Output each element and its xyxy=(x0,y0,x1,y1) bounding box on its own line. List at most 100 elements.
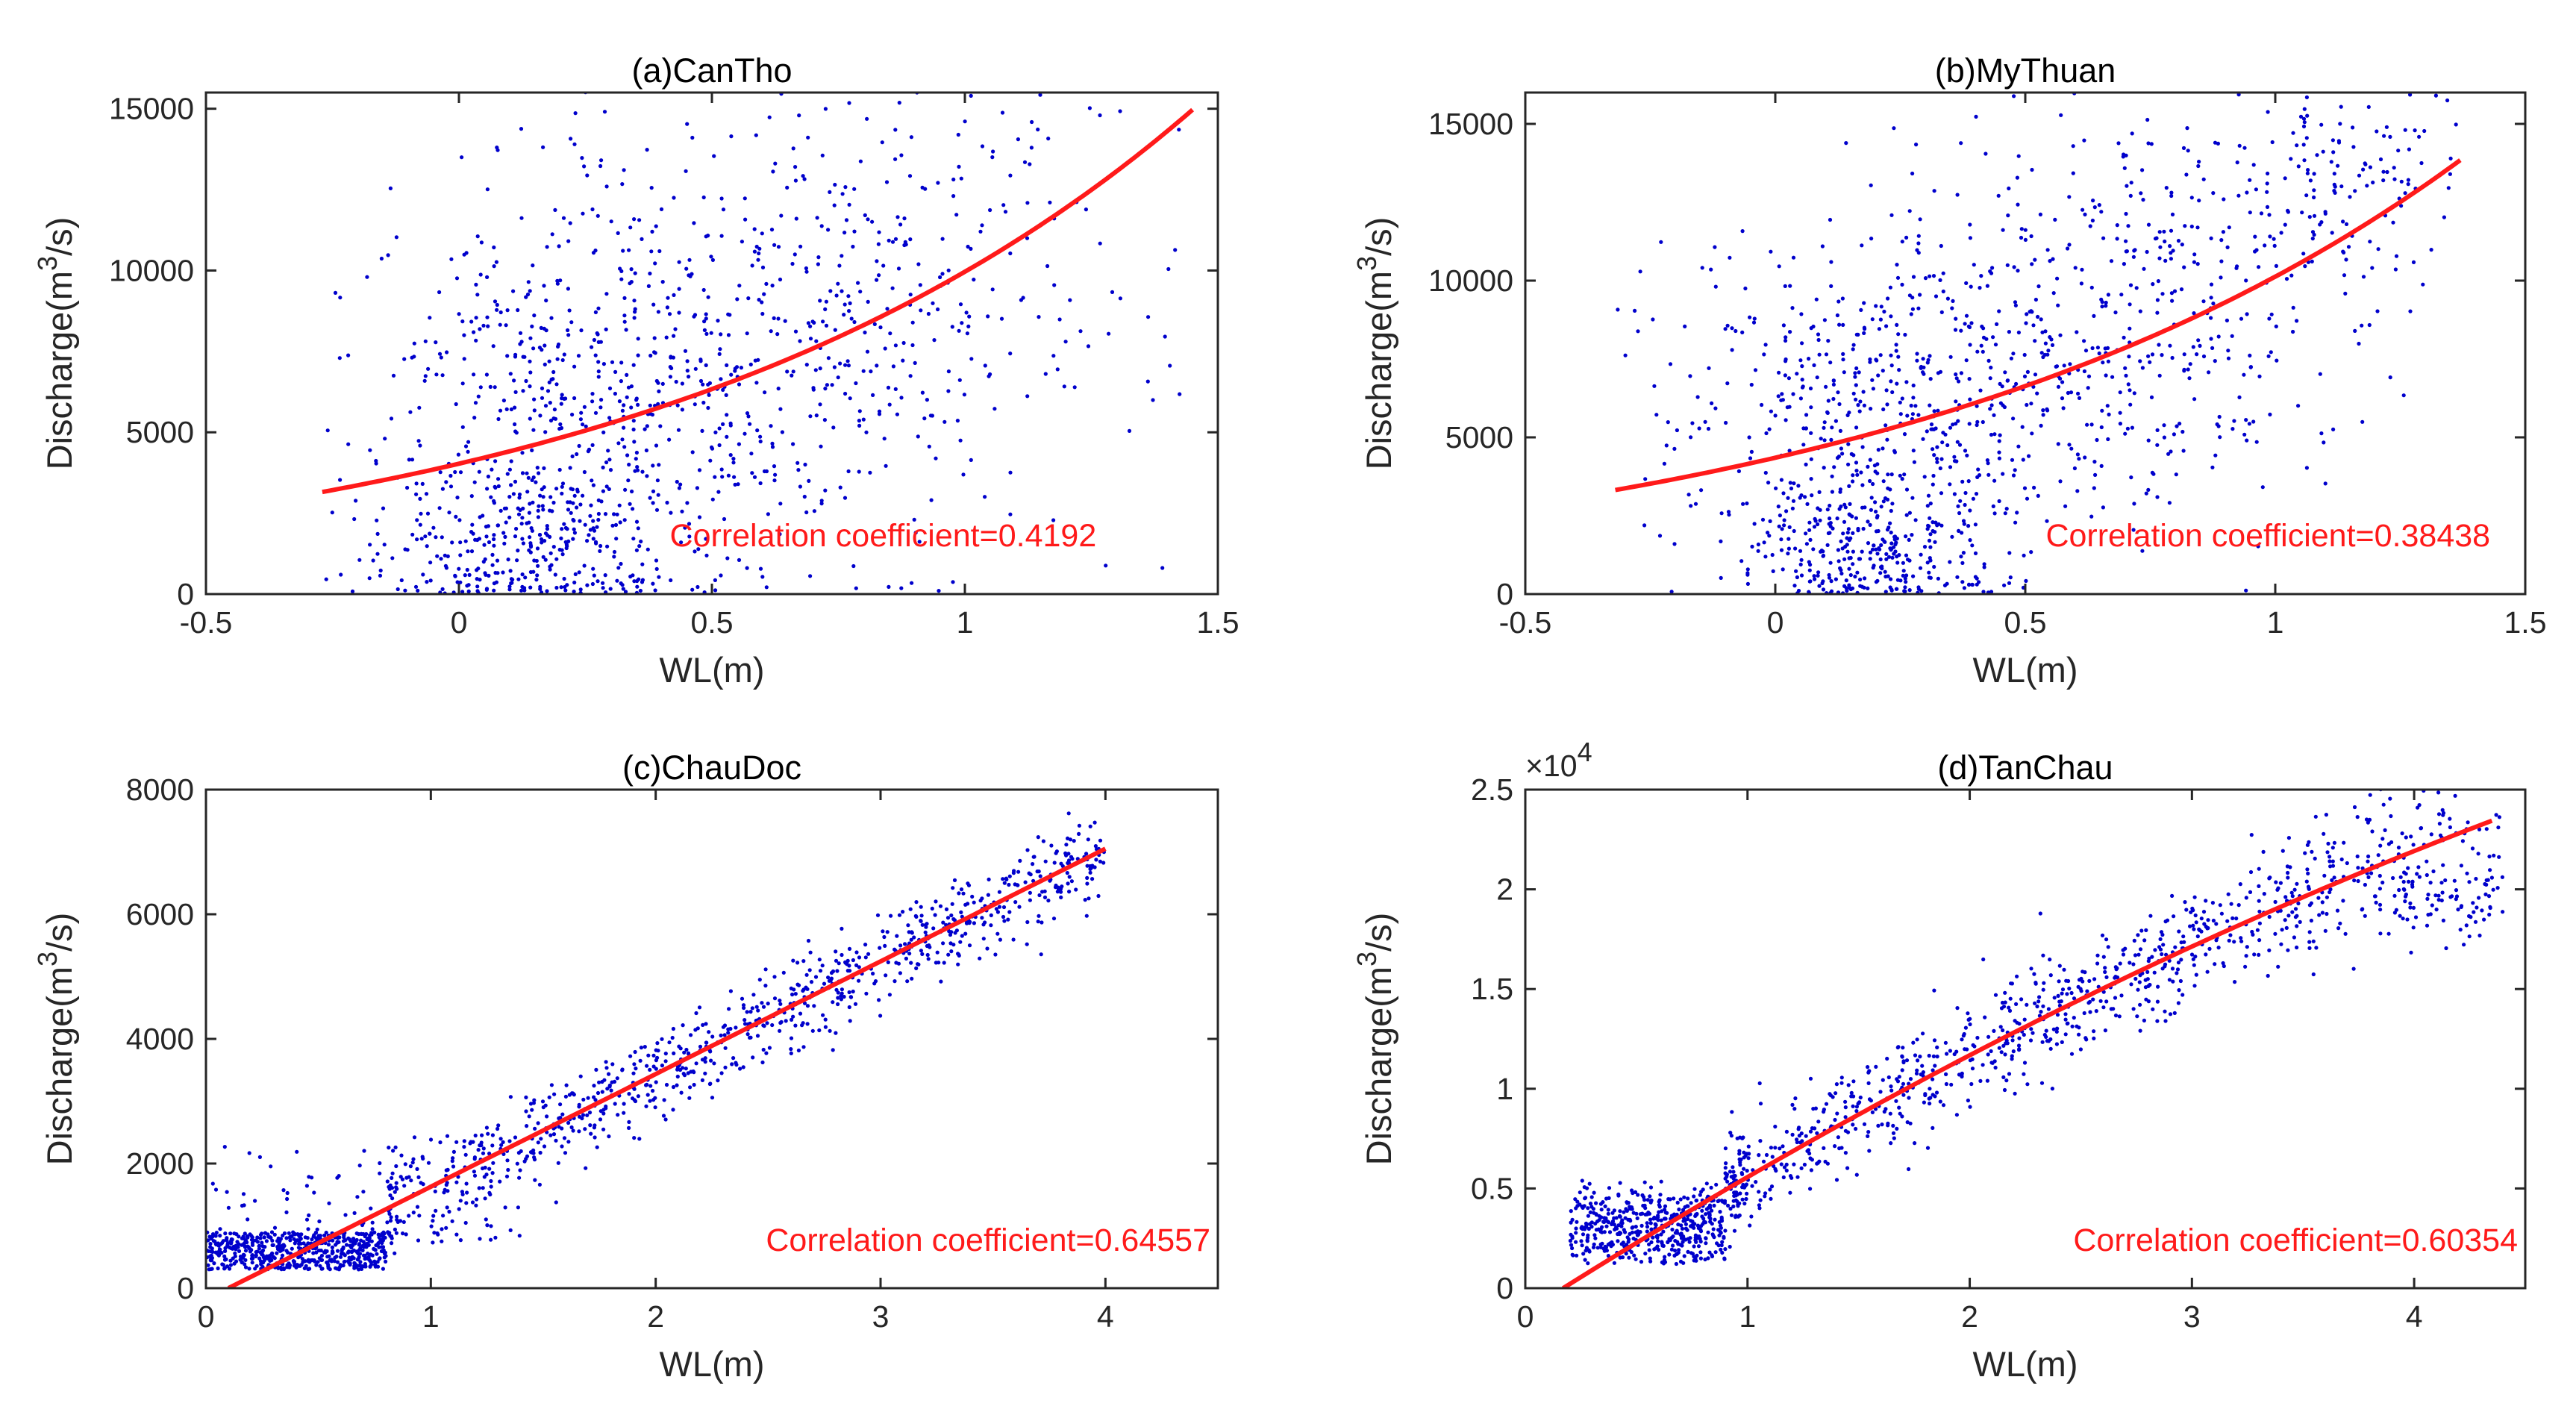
data-point xyxy=(670,1035,675,1040)
data-point xyxy=(1903,332,1907,337)
data-point xyxy=(851,244,855,249)
data-point xyxy=(263,1245,267,1249)
y-tick-label: 10000 xyxy=(109,253,194,287)
data-point xyxy=(403,588,407,593)
data-point xyxy=(961,472,966,477)
data-point xyxy=(661,1114,666,1118)
data-point xyxy=(247,1151,251,1155)
data-point xyxy=(627,1125,631,1130)
data-point xyxy=(1093,844,1098,849)
data-point xyxy=(2172,432,2176,437)
data-point xyxy=(481,1146,486,1151)
data-point xyxy=(978,229,983,234)
data-point xyxy=(1922,545,1928,549)
data-point xyxy=(631,1071,636,1075)
data-point xyxy=(501,531,506,535)
data-point xyxy=(1715,1241,1719,1246)
data-point xyxy=(1878,317,1883,322)
data-point xyxy=(781,970,786,975)
data-point xyxy=(381,1245,386,1249)
data-point xyxy=(1952,455,1957,459)
data-point xyxy=(469,530,474,534)
data-point xyxy=(1902,589,1907,593)
data-point xyxy=(2002,405,2007,410)
data-point xyxy=(1809,431,1813,435)
data-point xyxy=(478,385,483,390)
data-point xyxy=(680,407,685,412)
data-point xyxy=(453,574,457,578)
data-point xyxy=(2085,422,2089,427)
data-point xyxy=(1770,552,1775,558)
data-point xyxy=(278,1239,282,1243)
data-point xyxy=(643,427,647,431)
data-point xyxy=(1845,531,1850,535)
data-point xyxy=(2155,310,2160,315)
data-point xyxy=(1659,240,1663,244)
data-point xyxy=(725,556,730,560)
data-point xyxy=(1742,1202,1747,1206)
data-point xyxy=(1025,919,1030,925)
data-point xyxy=(1851,479,1855,484)
data-point xyxy=(569,320,574,325)
data-point xyxy=(1932,564,1936,569)
data-point xyxy=(667,312,672,316)
data-point xyxy=(537,1182,543,1187)
data-point xyxy=(1822,1146,1826,1150)
data-point xyxy=(2115,223,2119,228)
data-point xyxy=(912,517,916,522)
y-tick-label: 0 xyxy=(1496,577,1513,611)
data-point xyxy=(593,1135,597,1140)
data-point xyxy=(372,1262,377,1267)
data-point xyxy=(525,292,531,297)
data-point xyxy=(1872,563,1876,568)
data-point xyxy=(316,1234,321,1238)
data-point xyxy=(1875,578,1880,583)
data-point xyxy=(937,961,941,965)
data-point xyxy=(214,1231,219,1235)
data-point xyxy=(1606,1211,1610,1216)
data-point xyxy=(2003,1052,2007,1057)
data-point xyxy=(2041,413,2045,417)
data-point xyxy=(745,411,750,416)
data-point xyxy=(1783,335,1788,340)
data-point xyxy=(638,588,643,593)
data-point xyxy=(703,1071,707,1075)
data-point xyxy=(347,1237,352,1242)
data-point xyxy=(2181,449,2186,453)
data-point xyxy=(395,1187,399,1191)
data-point xyxy=(719,467,724,472)
data-point xyxy=(1822,466,1826,470)
data-point xyxy=(612,512,616,516)
data-point xyxy=(485,187,490,192)
data-point xyxy=(2330,878,2334,882)
data-point xyxy=(410,532,415,537)
data-point xyxy=(2267,948,2272,952)
data-point xyxy=(2128,326,2132,331)
data-point xyxy=(2121,952,2126,957)
data-point xyxy=(1866,1081,1871,1085)
data-point xyxy=(2436,898,2441,902)
data-point xyxy=(351,1256,356,1261)
data-point xyxy=(2104,300,2108,305)
panel-a-cantho: -0.5 0 0.5 1 1.5050001000015000(a)CanThoWL(m… xyxy=(32,51,1239,690)
data-point xyxy=(570,1091,575,1096)
data-point xyxy=(1916,413,1921,417)
data-point xyxy=(2388,375,2392,380)
data-point xyxy=(2100,305,2104,309)
data-point xyxy=(561,216,566,220)
data-point xyxy=(1168,363,1172,368)
data-point xyxy=(654,378,659,384)
data-point xyxy=(1736,469,1741,474)
data-point xyxy=(1821,554,1825,558)
data-point xyxy=(1796,484,1801,488)
data-point xyxy=(1839,571,1844,576)
data-point xyxy=(2082,138,2086,143)
data-point xyxy=(2082,1011,2086,1016)
data-point xyxy=(604,460,609,465)
data-point xyxy=(1886,486,1890,490)
data-point xyxy=(2038,212,2042,216)
data-point xyxy=(903,942,907,946)
data-point xyxy=(845,958,850,963)
data-point xyxy=(2104,999,2109,1004)
data-point xyxy=(206,1263,210,1267)
